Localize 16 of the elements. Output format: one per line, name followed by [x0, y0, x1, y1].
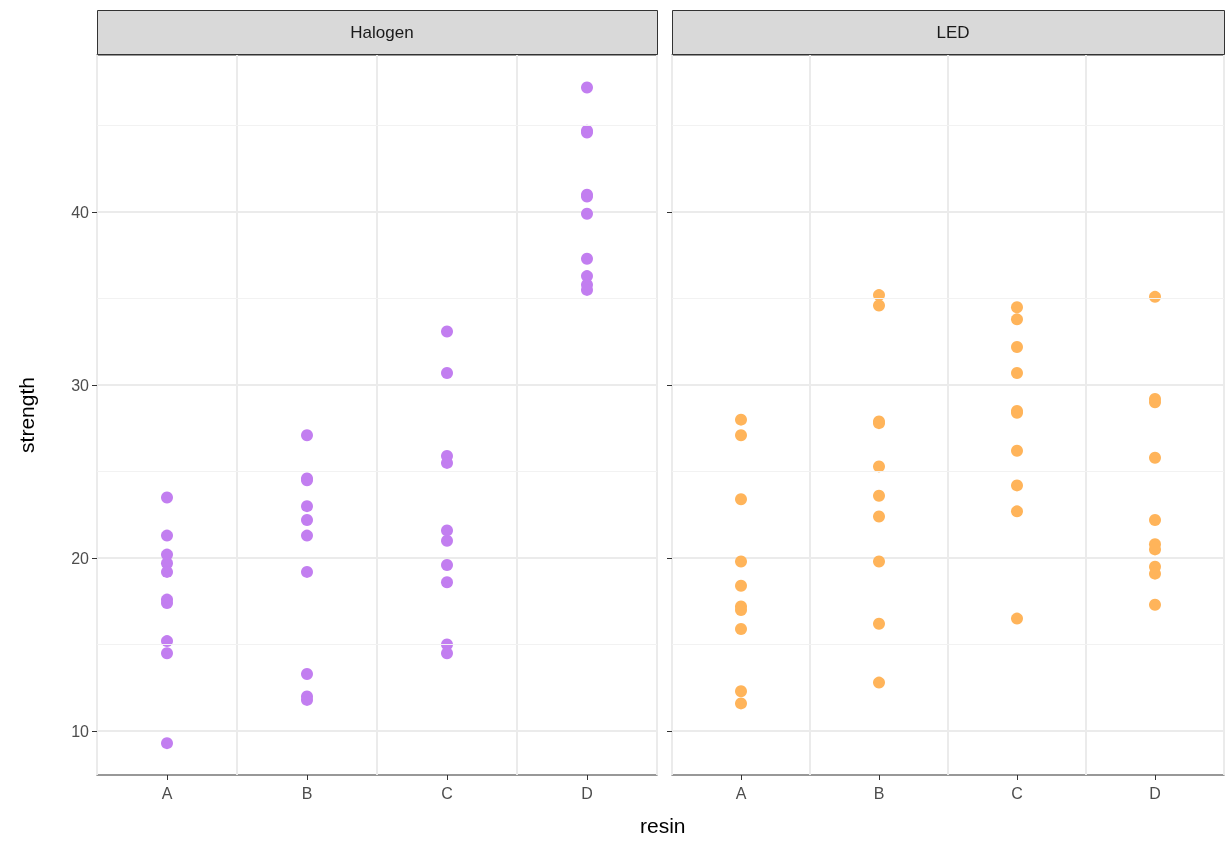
y-tick-label: 40: [71, 203, 90, 221]
x-tick-label: A: [161, 784, 173, 802]
y-tick-label: 10: [71, 722, 90, 740]
x-tick-label: B: [301, 784, 313, 802]
y-axis-title: strength: [15, 377, 38, 453]
x-axis-title: resin: [640, 814, 686, 837]
x-tick-label: C: [441, 784, 453, 802]
x-tick-label: B: [873, 784, 885, 802]
x-tick-label: D: [1149, 784, 1161, 802]
y-tick-label: 30: [71, 376, 90, 394]
x-tick-label: A: [735, 784, 747, 802]
chart-title: Halogen: [350, 23, 414, 42]
x-tick-label: D: [581, 784, 593, 802]
x-tick-label: C: [1011, 784, 1023, 802]
chart-title: LED: [936, 23, 970, 42]
y-tick-label: 20: [71, 549, 90, 567]
